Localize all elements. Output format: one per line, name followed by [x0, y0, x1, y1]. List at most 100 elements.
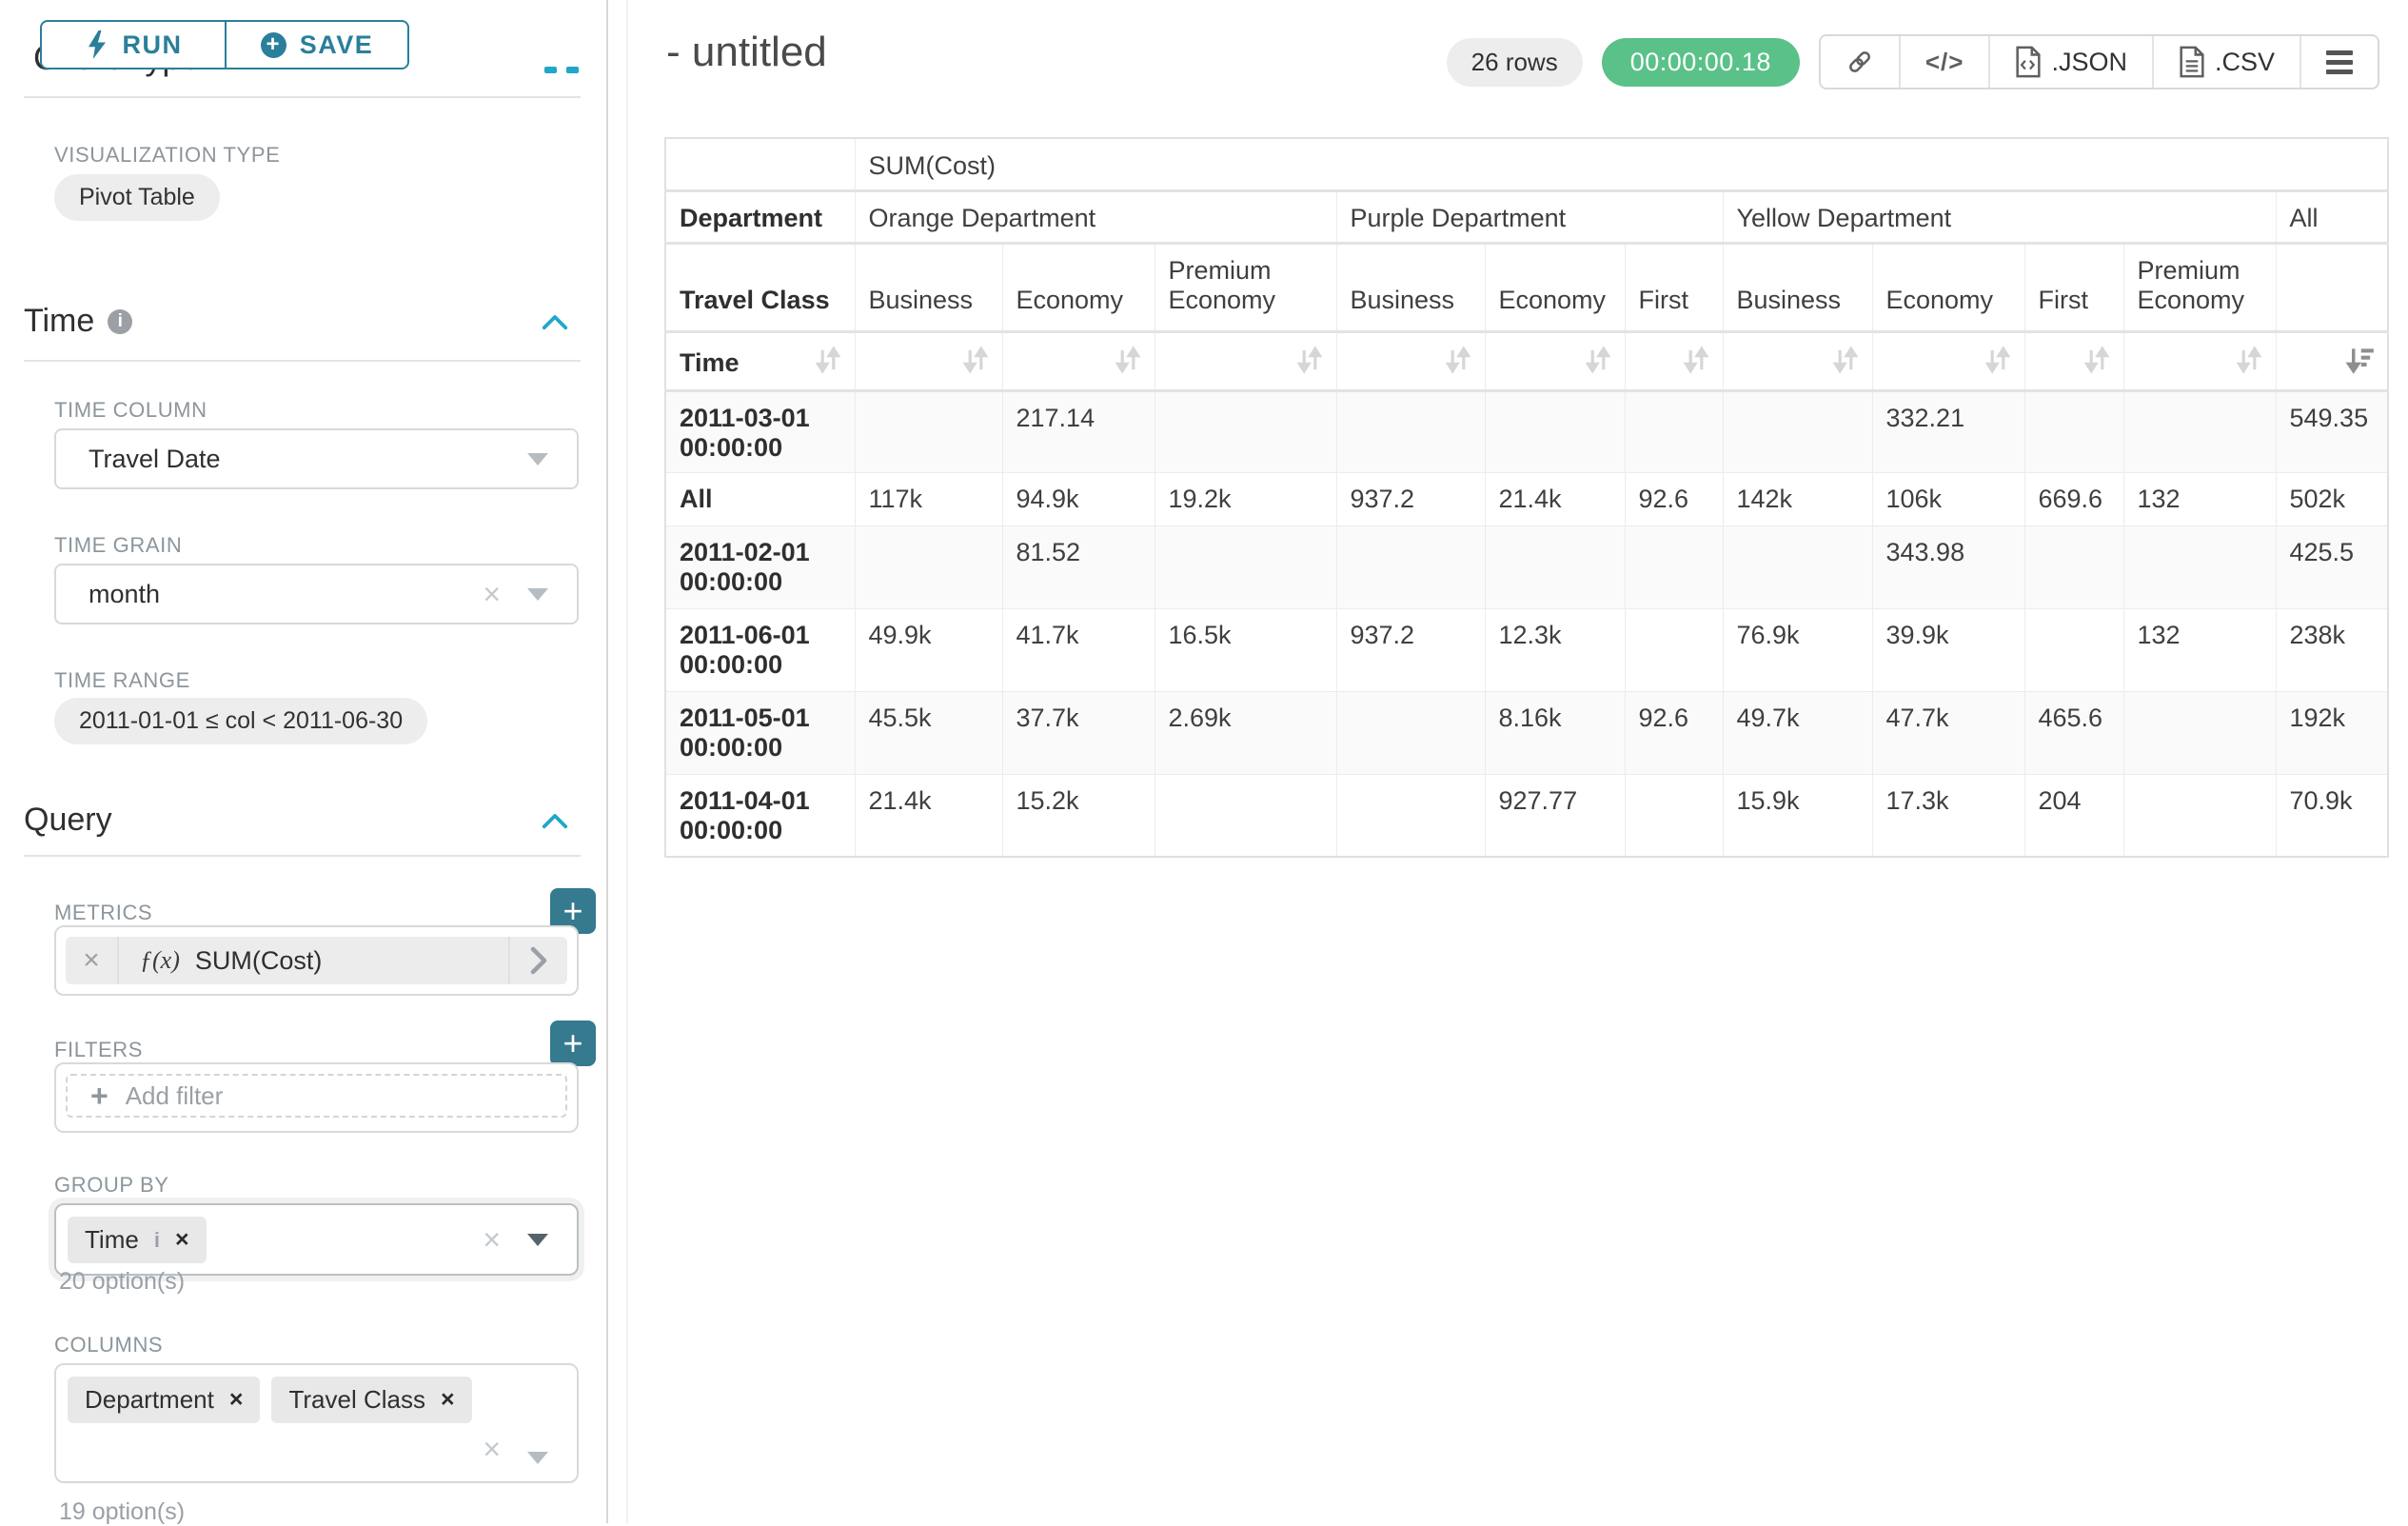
sort-arrows-icon[interactable] [1111, 345, 1145, 382]
export-json-label: .JSON [2051, 47, 2127, 76]
sort-header-cell[interactable]: Time [664, 330, 856, 392]
value-cell: 937.2 [1335, 607, 1486, 692]
remove-metric-icon[interactable]: × [66, 937, 119, 984]
sort-header-cell[interactable] [2275, 330, 2389, 392]
menu-button[interactable] [2299, 36, 2378, 88]
chevron-right-icon[interactable] [508, 937, 567, 984]
metric-pill[interactable]: × ƒ(x) SUM(Cost) [66, 937, 567, 984]
value-cell [854, 389, 1003, 473]
run-button[interactable]: RUN [42, 22, 225, 68]
sort-header-cell[interactable] [1722, 330, 1873, 392]
metric-content[interactable]: ƒ(x) SUM(Cost) [119, 946, 508, 976]
sort-header-cell[interactable] [1001, 330, 1155, 392]
panel-divider [626, 0, 628, 1523]
sort-arrows-icon[interactable] [1679, 345, 1713, 382]
department-group-cell: Yellow Department [1722, 189, 2277, 245]
sort-header-cell[interactable] [1871, 330, 2025, 392]
chevron-down-icon[interactable] [527, 1233, 548, 1246]
info-icon: i [108, 308, 133, 334]
value-cell [1624, 389, 1724, 473]
columns-tag[interactable]: Department × [68, 1377, 261, 1423]
value-cell: 15.9k [1722, 773, 1873, 858]
visualization-type-label: VISUALIZATION TYPE [54, 143, 281, 167]
value-cell [1624, 773, 1724, 858]
clear-icon[interactable]: × [483, 1432, 501, 1466]
sort-arrows-icon[interactable] [1828, 345, 1863, 382]
value-cell: 238k [2275, 607, 2389, 692]
sort-header-cell[interactable] [1154, 330, 1337, 392]
sort-arrows-icon[interactable] [811, 345, 845, 382]
columns-tag-label: Department [85, 1385, 214, 1414]
time-grain-select[interactable]: month × [54, 564, 579, 624]
sort-arrows-icon[interactable] [2080, 345, 2114, 382]
sort-arrows-icon[interactable] [958, 345, 993, 382]
sort-descending-icon[interactable] [2343, 345, 2378, 382]
row-header-cell: 2011-02-01 00:00:00 [664, 525, 856, 609]
department-group-cell: All [2275, 189, 2389, 245]
value-cell: 2.69k [1154, 690, 1337, 775]
value-cell [1624, 607, 1724, 692]
value-cell [1154, 389, 1337, 473]
add-filter-dropzone[interactable]: + Add filter [66, 1074, 567, 1118]
query-heading-label: Query [24, 802, 112, 838]
save-button[interactable]: + SAVE [225, 22, 407, 68]
clear-icon[interactable]: × [483, 1222, 501, 1257]
value-cell [1722, 525, 1873, 609]
export-csv-label: .CSV [2214, 47, 2275, 76]
chevron-down-icon[interactable] [527, 587, 548, 601]
export-csv-button[interactable]: .CSV [2151, 36, 2299, 88]
time-grain-label: TIME GRAIN [54, 533, 183, 557]
value-cell: 45.5k [854, 690, 1003, 775]
time-range-label: TIME RANGE [54, 668, 190, 692]
chevron-up-icon[interactable] [541, 311, 569, 332]
table-row: 2011-02-01 00:00:00 81.52 343.98 425.5 [664, 525, 2389, 609]
copy-link-button[interactable] [1821, 36, 1899, 88]
time-column-label: TIME COLUMN [54, 398, 207, 422]
chevron-down-icon[interactable] [527, 452, 548, 466]
group-by-select[interactable]: Time i × × [54, 1203, 579, 1276]
value-cell: 117k [854, 471, 1003, 526]
travel-class-cell: First [2023, 242, 2124, 333]
sort-header-cell[interactable] [1335, 330, 1486, 392]
columns-select[interactable]: Department × Travel Class × × [54, 1363, 579, 1483]
remove-tag-icon[interactable]: × [174, 1226, 189, 1253]
lightning-icon [88, 30, 106, 59]
sort-header-cell[interactable] [1624, 330, 1724, 392]
time-range-pill[interactable]: 2011-01-01 ≤ col < 2011-06-30 [54, 698, 428, 744]
sort-arrows-icon[interactable] [1981, 345, 2015, 382]
sort-header-cell[interactable] [2023, 330, 2124, 392]
metric-header-cell: SUM(Cost) [854, 137, 2389, 192]
remove-tag-icon[interactable]: × [228, 1386, 244, 1413]
value-cell: 76.9k [1722, 607, 1873, 692]
clipped-icon [566, 67, 579, 73]
sort-header-cell[interactable] [854, 330, 1003, 392]
save-button-label: SAVE [299, 30, 374, 59]
sort-arrows-icon[interactable] [1581, 345, 1615, 382]
sort-header-cell[interactable] [1484, 330, 1626, 392]
export-button-group: </> .JSON .CSV [1818, 34, 2379, 89]
sort-arrows-icon[interactable] [2232, 345, 2266, 382]
panel-divider [606, 0, 608, 1523]
chevron-up-icon[interactable] [541, 810, 569, 831]
group-by-tag[interactable]: Time i × [68, 1217, 207, 1263]
visualization-type-pill[interactable]: Pivot Table [54, 174, 220, 221]
filters-container: + Add filter [54, 1062, 579, 1133]
travel-class-cell: Economy [1484, 242, 1626, 333]
row-header-cell: 2011-03-01 00:00:00 [664, 389, 856, 473]
time-axis-label: Time [680, 347, 740, 377]
columns-tag[interactable]: Travel Class × [271, 1377, 472, 1423]
export-json-button[interactable]: .JSON [1988, 36, 2152, 88]
value-cell: 17.3k [1871, 773, 2025, 858]
embed-code-button[interactable]: </> [1898, 36, 1989, 88]
chevron-down-icon[interactable] [527, 1452, 548, 1464]
sort-arrows-icon[interactable] [1293, 345, 1327, 382]
add-filter-button[interactable]: + [550, 1021, 596, 1066]
sort-header-cell[interactable] [2122, 330, 2277, 392]
remove-tag-icon[interactable]: × [440, 1386, 455, 1413]
sort-arrows-icon[interactable] [1441, 345, 1475, 382]
department-group-cell: Purple Department [1335, 189, 1724, 245]
value-cell: 47.7k [1871, 690, 2025, 775]
time-column-select[interactable]: Travel Date [54, 428, 579, 489]
clear-icon[interactable]: × [483, 577, 501, 611]
value-cell [2122, 773, 2277, 858]
